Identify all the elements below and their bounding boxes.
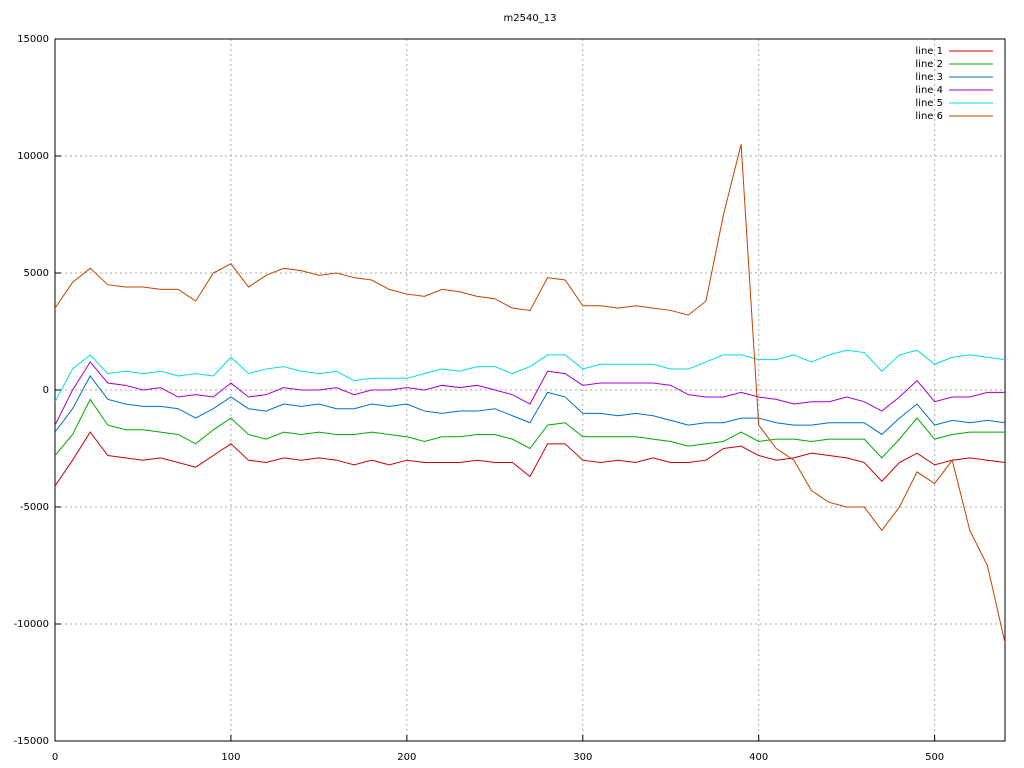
y-tick-label: 10000 bbox=[17, 151, 49, 162]
legend-label: line 4 bbox=[915, 85, 943, 96]
x-tick-label: 100 bbox=[221, 752, 240, 763]
x-tick-label: 500 bbox=[925, 752, 944, 763]
series-line bbox=[54, 349, 1006, 402]
x-tick-label: 0 bbox=[52, 752, 58, 763]
series-line bbox=[54, 361, 1005, 426]
y-tick-label: 5000 bbox=[24, 268, 49, 279]
chart-title: m2540_13 bbox=[504, 13, 557, 24]
series-line bbox=[54, 144, 1006, 643]
legend-label: line 6 bbox=[915, 111, 943, 122]
plot-border bbox=[54, 38, 1006, 742]
legend-label: line 3 bbox=[915, 72, 943, 83]
y-tick-label: -10000 bbox=[14, 619, 49, 630]
x-tick-label: 200 bbox=[397, 752, 416, 763]
legend-label: line 2 bbox=[915, 59, 943, 70]
x-tick-label: 400 bbox=[749, 752, 768, 763]
y-tick-label: -5000 bbox=[20, 502, 49, 513]
legend-label: line 1 bbox=[915, 46, 943, 57]
series-line bbox=[54, 398, 1005, 459]
series-line bbox=[54, 375, 1006, 436]
y-tick-label: -15000 bbox=[14, 736, 49, 747]
series-line bbox=[54, 431, 1006, 487]
x-tick-label: 300 bbox=[573, 752, 592, 763]
y-tick-label: 15000 bbox=[17, 34, 49, 45]
y-tick-label: 0 bbox=[43, 385, 49, 396]
legend-label: line 5 bbox=[915, 98, 943, 109]
